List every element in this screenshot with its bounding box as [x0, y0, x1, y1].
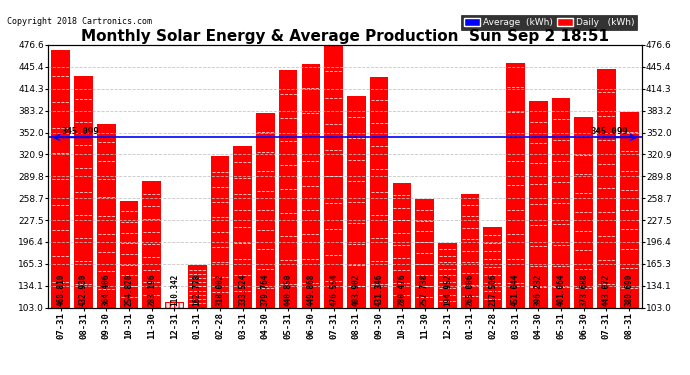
Bar: [75, 76, 93, 307]
Bar: [506, 63, 525, 308]
Text: 401.064: 401.064: [557, 274, 566, 306]
Bar: [552, 98, 571, 308]
Text: 333.524: 333.524: [238, 274, 247, 306]
Bar: [52, 51, 70, 308]
Text: 265.006: 265.006: [466, 274, 475, 306]
Text: 110.342: 110.342: [170, 274, 179, 306]
Bar: [165, 302, 184, 307]
Text: 449.868: 449.868: [306, 274, 315, 306]
Text: 254.820: 254.820: [124, 274, 133, 306]
Bar: [302, 64, 320, 308]
Bar: [484, 227, 502, 308]
Bar: [393, 183, 411, 308]
Text: 280.476: 280.476: [397, 274, 406, 306]
Bar: [370, 77, 388, 308]
Text: 283.196: 283.196: [147, 274, 156, 306]
Bar: [210, 156, 229, 308]
Text: 379.764: 379.764: [261, 274, 270, 306]
Bar: [142, 181, 161, 308]
Text: 432.930: 432.930: [79, 274, 88, 306]
Text: 217.506: 217.506: [489, 274, 497, 306]
Bar: [574, 117, 593, 308]
Bar: [461, 194, 480, 308]
Title: Monthly Solar Energy & Average Production  Sun Sep 2 18:51: Monthly Solar Energy & Average Productio…: [81, 29, 609, 44]
Text: 451.044: 451.044: [511, 274, 520, 306]
Text: 257.738: 257.738: [420, 274, 429, 306]
Bar: [597, 69, 615, 308]
Bar: [347, 96, 366, 308]
Text: 440.850: 440.850: [284, 274, 293, 306]
Text: 345.099: 345.099: [591, 127, 628, 136]
Bar: [97, 124, 116, 308]
Text: 476.554: 476.554: [329, 274, 338, 306]
Text: 396.232: 396.232: [534, 274, 543, 306]
Bar: [415, 199, 434, 308]
Text: 403.902: 403.902: [352, 274, 361, 306]
Bar: [233, 146, 252, 308]
Bar: [188, 266, 206, 308]
Text: 162.778: 162.778: [193, 274, 201, 306]
Bar: [620, 112, 638, 308]
Text: 373.688: 373.688: [579, 274, 588, 306]
Text: Copyright 2018 Cartronics.com: Copyright 2018 Cartronics.com: [7, 17, 152, 26]
Text: 364.406: 364.406: [102, 274, 111, 306]
Bar: [324, 45, 343, 308]
Text: 431.346: 431.346: [375, 274, 384, 306]
Bar: [119, 201, 138, 308]
Text: 345.099: 345.099: [62, 127, 99, 136]
Bar: [438, 243, 457, 308]
Legend: Average  (kWh), Daily   (kWh): Average (kWh), Daily (kWh): [461, 15, 637, 30]
Text: 468.810: 468.810: [57, 274, 66, 306]
Text: 194.952: 194.952: [443, 274, 452, 306]
Bar: [529, 102, 548, 308]
Text: 318.002: 318.002: [215, 274, 224, 306]
Bar: [279, 70, 297, 308]
Bar: [256, 113, 275, 308]
Text: 380.690: 380.690: [624, 274, 633, 306]
Text: 443.072: 443.072: [602, 274, 611, 306]
